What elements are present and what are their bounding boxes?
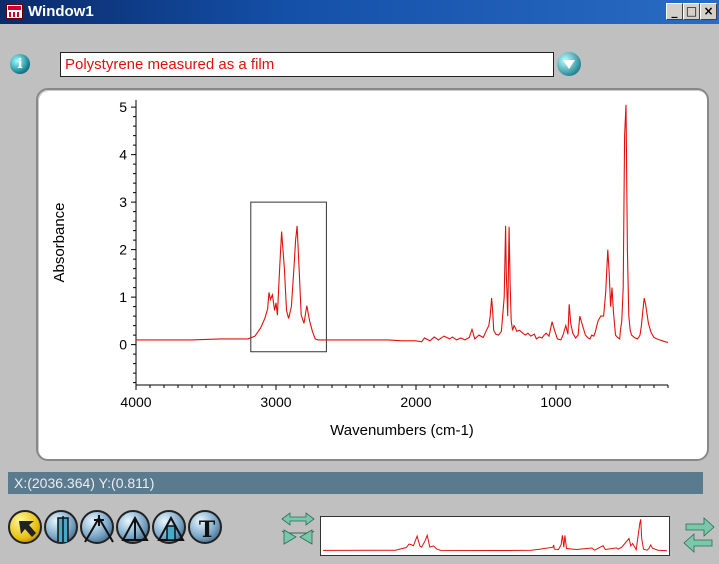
x-axis-label: Wavenumbers (cm-1) — [330, 422, 474, 439]
description-field[interactable]: Polystyrene measured as a film — [60, 52, 554, 77]
window-title: Window1 — [28, 3, 94, 20]
cursor-readout: X:(2036.364) Y:(0.811) — [8, 472, 703, 494]
minimize-button[interactable]: _ — [666, 3, 683, 20]
swap-arrows-icon[interactable] — [682, 514, 715, 553]
spectrum-plot[interactable]: 4000 3000 2000 1000 0 1 2 3 4 5 Absorbance Wavenu… — [36, 88, 709, 461]
text-tool[interactable]: T — [188, 510, 222, 544]
text-icon: T — [199, 517, 216, 543]
title-bar[interactable]: Window1 _ □ × — [0, 0, 719, 24]
svg-text:T: T — [199, 517, 216, 543]
close-button[interactable]: × — [700, 3, 717, 20]
region-icon — [57, 516, 69, 542]
y-tick-label: 0 — [119, 337, 127, 353]
y-tick-label: 3 — [119, 194, 127, 210]
overview-chart[interactable] — [321, 517, 669, 555]
expand-arrows-icon[interactable] — [280, 510, 315, 545]
x-tick-label: 1000 — [540, 394, 571, 410]
region-tool[interactable] — [44, 510, 78, 544]
chevron-down-icon[interactable] — [557, 52, 581, 76]
x-tick-label: 3000 — [260, 394, 291, 410]
window-icon — [6, 4, 23, 19]
peak-area-icon — [157, 515, 185, 541]
x-tick-label: 4000 — [120, 394, 151, 410]
spectrum-chart[interactable]: 4000 3000 2000 1000 0 1 2 3 4 5 Absorbance Wavenu… — [38, 90, 711, 463]
peak-area-tool[interactable] — [152, 510, 186, 544]
peak-icon — [121, 515, 149, 541]
y-tick-label: 4 — [119, 147, 127, 163]
y-tick-label: 5 — [119, 99, 127, 115]
selection-box[interactable] — [250, 201, 327, 353]
info-icon[interactable]: i — [10, 54, 30, 74]
peak-label-tool[interactable] — [80, 510, 114, 544]
series-line — [136, 104, 669, 343]
y-tick-label: 1 — [119, 289, 127, 305]
y-axis-label: Absorbance — [51, 202, 68, 282]
pointer-tool[interactable] — [8, 510, 42, 544]
y-tick-label: 2 — [119, 242, 127, 258]
overview-plot[interactable] — [320, 516, 670, 556]
overview-series-line — [322, 519, 668, 552]
maximize-button[interactable]: □ — [683, 3, 700, 20]
peak-cross-icon — [84, 515, 114, 543]
peak-tool[interactable] — [116, 510, 150, 544]
x-tick-label: 2000 — [400, 394, 431, 410]
arrow-pointer-icon — [19, 521, 36, 537]
